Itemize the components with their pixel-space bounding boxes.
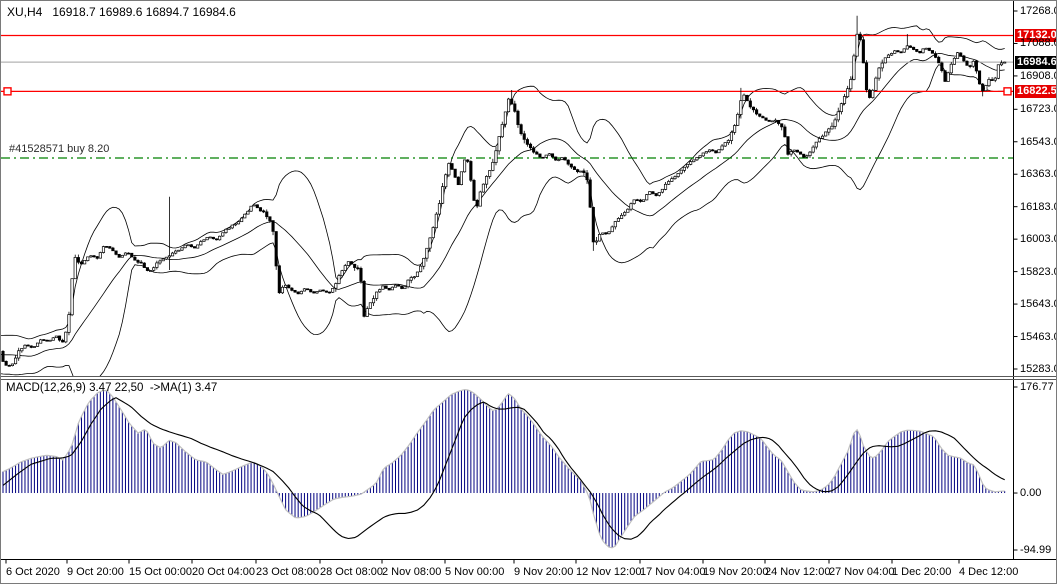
time-tick-label: 6 Oct 2020 <box>6 566 60 578</box>
price-tick-label: 15643.0 <box>1020 298 1057 311</box>
axes <box>1 1 1056 564</box>
time-tick-label: 9 Nov 20:00 <box>514 566 574 578</box>
time-tick-label: 5 Nov 00:00 <box>445 566 505 578</box>
horizontal-lines[interactable] <box>1 34 1013 159</box>
time-tick-label: 19 Nov 20:00 <box>703 566 769 578</box>
time-tick-label: 9 Oct 20:00 <box>67 566 124 578</box>
time-tick-label: 2 Nov 08:00 <box>382 566 442 578</box>
macd-signal-line <box>2 397 1005 540</box>
time-tick-label: 4 Dec 12:00 <box>959 566 1019 578</box>
macd-tick-label: -94.99 <box>1020 544 1052 556</box>
time-tick-label: 1 Dec 20:00 <box>892 566 952 578</box>
macd-envelope <box>2 388 1005 549</box>
price-badge-17132.0: 17132.0 <box>1015 29 1056 43</box>
time-tick-label: 24 Nov 12:00 <box>765 566 831 578</box>
bollinger-middle-band <box>1 53 1005 357</box>
price-badge-16822.5: 16822.5 <box>1015 84 1056 98</box>
macd-tick-label: 176.77 <box>1020 381 1054 393</box>
macd-plot <box>2 388 1006 549</box>
price-tick-label: 15283.0 <box>1020 363 1057 375</box>
time-tick-label: 27 Nov 04:00 <box>829 566 895 578</box>
price-tick-label: 16183.0 <box>1020 200 1057 213</box>
candles <box>1 15 1007 367</box>
price-tick-label: 16723.0 <box>1020 103 1057 116</box>
price-tick-label: 15463.0 <box>1020 330 1057 343</box>
price-tick-label: 16363.0 <box>1020 168 1057 181</box>
price-badge-16984.6: 16984.6 <box>1015 55 1056 69</box>
price-tick-label: 16003.0 <box>1020 233 1057 246</box>
bollinger-lower-band <box>1 64 1005 376</box>
support-line-handle[interactable] <box>3 87 12 96</box>
price-tick-label: 15823.0 <box>1020 265 1057 278</box>
price-tick-label: 17088.0 <box>1020 37 1057 50</box>
support-line-handle[interactable] <box>1003 87 1012 96</box>
time-tick-label: 15 Oct 00:00 <box>129 566 192 578</box>
time-tick-label: 28 Oct 08:00 <box>320 566 383 578</box>
price-tick-label: 16543.0 <box>1020 135 1057 148</box>
time-tick-label: 12 Nov 12:00 <box>576 566 642 578</box>
time-tick-label: 23 Oct 08:00 <box>256 566 319 578</box>
time-tick-label: 20 Oct 04:00 <box>192 566 255 578</box>
time-tick-label: 17 Nov 04:00 <box>640 566 706 578</box>
macd-tick-label: 0.00 <box>1020 487 1042 500</box>
price-tick-label: 17268.0 <box>1020 5 1057 17</box>
price-tick-label: 16908.0 <box>1020 69 1057 82</box>
